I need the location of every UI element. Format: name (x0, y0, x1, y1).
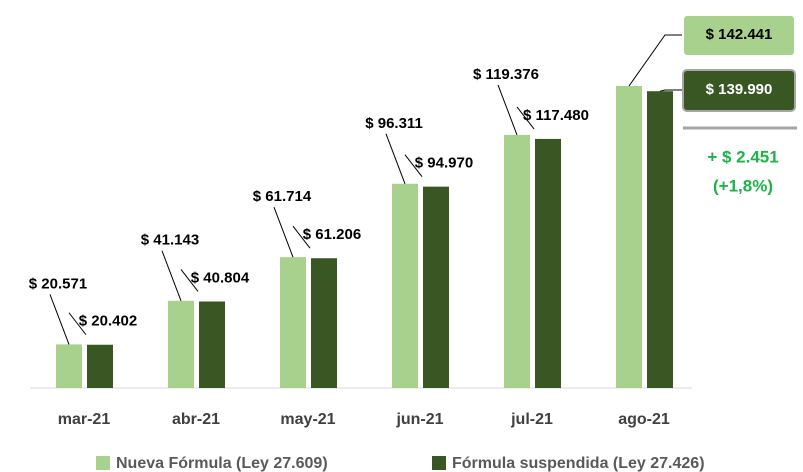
x-tick-label: jun-21 (395, 411, 443, 428)
data-label: $ 40.804 (191, 269, 250, 286)
x-tick-label: ago-21 (618, 411, 670, 428)
leader-line (628, 34, 683, 87)
legend-label: Nueva Fórmula (Ley 27.609) (116, 455, 328, 472)
legend-swatch (432, 456, 446, 470)
bar (504, 134, 530, 388)
leader-line (404, 154, 423, 177)
bar (199, 301, 225, 388)
data-label: $ 139.990 (706, 81, 773, 98)
data-label: $ 20.571 (29, 275, 87, 292)
data-label: $ 94.970 (415, 155, 473, 172)
leader-line (49, 294, 70, 345)
bar (392, 183, 418, 388)
data-label: $ 119.376 (473, 66, 539, 83)
x-tick-label: jul-21 (510, 411, 553, 428)
annotation: (+1,8%) (713, 176, 773, 195)
bar (423, 186, 449, 388)
leader-line (161, 250, 182, 301)
leader-line (292, 225, 311, 249)
leader-line (516, 106, 535, 130)
leader-line (273, 206, 294, 258)
x-tick-label: mar-21 (58, 411, 111, 428)
x-tick-label: abr-21 (172, 411, 220, 428)
leader-line (68, 312, 87, 336)
data-label: $ 61.714 (253, 188, 312, 205)
bar (56, 344, 82, 388)
annotation: + $ 2.451 (707, 147, 778, 166)
leader-line (385, 133, 406, 184)
bar (280, 257, 306, 388)
bar (87, 344, 113, 388)
label-box (682, 14, 796, 57)
x-tick-label: may-21 (280, 411, 335, 428)
legend-swatch (96, 456, 110, 470)
bar (168, 300, 194, 388)
bar (311, 258, 337, 388)
bar (647, 91, 673, 389)
label-box (682, 69, 796, 112)
leader-line (659, 89, 683, 92)
data-label: $ 20.402 (79, 313, 137, 330)
data-label: $ 142.441 (706, 26, 773, 43)
bar (535, 138, 561, 388)
data-label: $ 41.143 (141, 232, 199, 249)
bar (616, 86, 642, 388)
data-label: $ 96.311 (365, 115, 423, 132)
leader-line (497, 84, 518, 136)
data-label: $ 117.480 (523, 107, 589, 124)
legend-label: Fórmula suspendida (Ley 27.426) (452, 455, 705, 472)
data-label: $ 61.206 (303, 226, 361, 243)
leader-line (180, 269, 199, 292)
